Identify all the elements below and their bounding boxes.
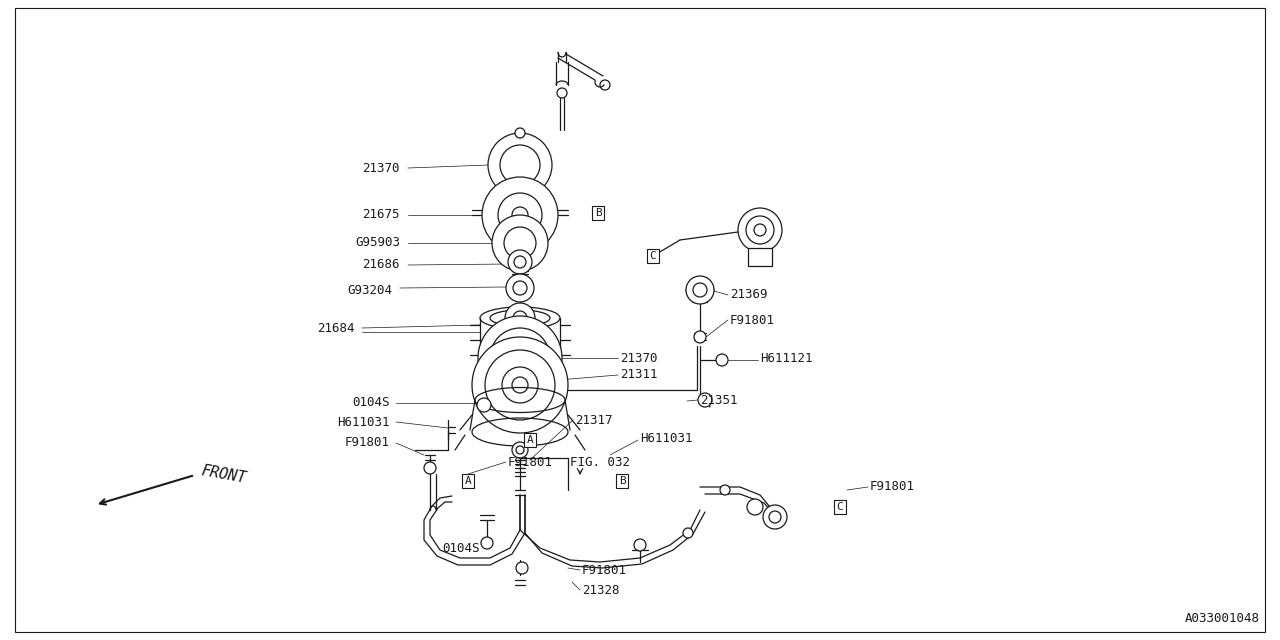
Circle shape [498,193,541,237]
Text: F91801: F91801 [508,456,553,468]
Circle shape [515,128,525,138]
Bar [748,248,772,266]
Text: C: C [650,251,657,261]
Circle shape [508,250,532,274]
Text: 21351: 21351 [700,394,737,406]
Circle shape [485,350,556,420]
Circle shape [477,398,492,412]
Text: C: C [837,502,844,512]
Text: H611121: H611121 [760,351,813,365]
Circle shape [763,505,787,529]
Text: G95903: G95903 [355,237,399,250]
Text: 21686: 21686 [362,259,399,271]
Text: 21675: 21675 [362,209,399,221]
Text: F91801: F91801 [582,563,627,577]
Circle shape [483,177,558,253]
Text: FIG. 032: FIG. 032 [570,456,630,468]
Circle shape [424,462,436,474]
Text: H611031: H611031 [338,415,390,429]
Circle shape [516,562,529,574]
Circle shape [506,274,534,302]
Text: F91801: F91801 [346,436,390,449]
Circle shape [492,215,548,271]
Text: B: B [618,476,626,486]
Circle shape [512,377,529,393]
Text: 0104S: 0104S [352,397,390,410]
Text: A033001048: A033001048 [1185,612,1260,625]
Circle shape [515,256,526,268]
Circle shape [686,276,714,304]
Circle shape [513,281,527,295]
Text: 21370: 21370 [620,351,658,365]
Text: G93204: G93204 [347,284,392,296]
Circle shape [513,311,527,325]
Circle shape [490,328,550,388]
Circle shape [488,133,552,197]
Circle shape [557,88,567,98]
Text: 0104S: 0104S [443,541,480,554]
Circle shape [692,283,707,297]
Circle shape [719,485,730,495]
Circle shape [477,316,562,400]
Circle shape [512,207,529,223]
Circle shape [748,499,763,515]
Circle shape [716,354,728,366]
Circle shape [746,216,774,244]
Circle shape [769,511,781,523]
Text: F91801: F91801 [730,314,774,326]
Circle shape [504,227,536,259]
Text: 21684: 21684 [317,321,355,335]
Text: 21317: 21317 [575,413,613,426]
Circle shape [506,303,535,333]
Text: 21328: 21328 [582,584,620,596]
Circle shape [694,331,707,343]
Circle shape [516,446,524,454]
Circle shape [754,224,765,236]
Circle shape [502,367,538,403]
Text: A: A [465,476,471,486]
Circle shape [481,537,493,549]
Circle shape [684,528,692,538]
Text: B: B [595,208,602,218]
Circle shape [698,393,712,407]
Text: H611031: H611031 [640,431,692,445]
Circle shape [500,145,540,185]
Text: 21369: 21369 [730,289,768,301]
Circle shape [472,337,568,433]
Text: 21370: 21370 [362,161,399,175]
Text: FRONT: FRONT [200,463,247,486]
Text: 21311: 21311 [620,369,658,381]
Text: A: A [526,435,534,445]
Text: F91801: F91801 [870,481,915,493]
Circle shape [512,442,529,458]
Circle shape [634,539,646,551]
Circle shape [739,208,782,252]
